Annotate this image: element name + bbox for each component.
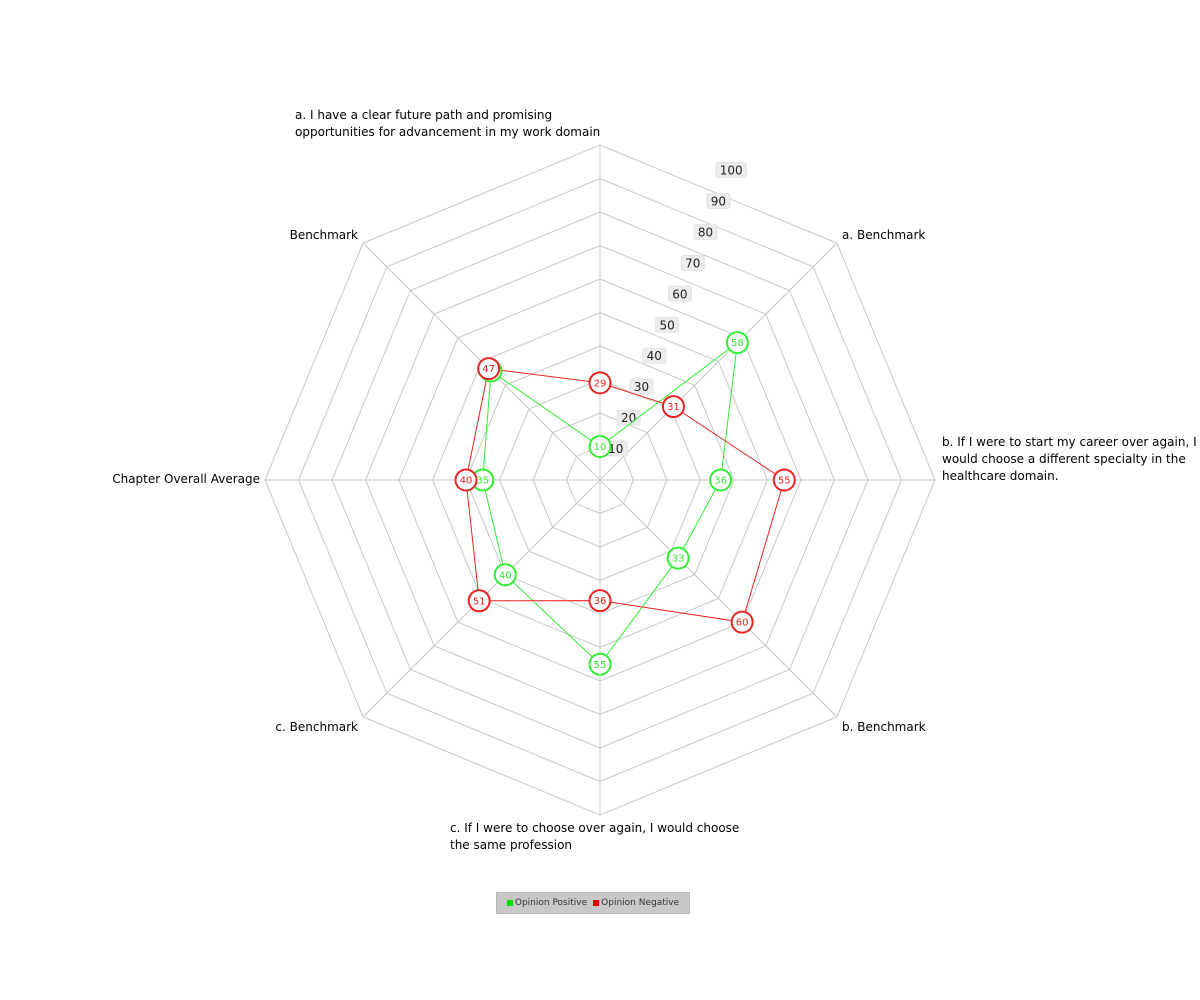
point-label-negative: 29 — [594, 378, 607, 389]
point-label-positive: 40 — [499, 570, 512, 581]
tick-bg — [629, 378, 654, 395]
point-positive — [493, 563, 517, 587]
axis-label-line: c. If I were to choose over again, I wou… — [450, 821, 739, 835]
axis-label-line: would choose a different specialty in th… — [942, 452, 1186, 466]
axis-label-line: the same profession — [450, 838, 572, 852]
tick-bg — [655, 316, 680, 333]
tick-label-50: 50 — [659, 318, 674, 332]
series-line-negative — [465, 368, 785, 623]
point-positive — [725, 331, 749, 355]
axis-label-line: b. If I were to start my career over aga… — [942, 435, 1197, 449]
tick-bg — [680, 254, 705, 271]
legend: Opinion Positive Opinion Negative — [496, 892, 690, 914]
point-label-negative: 36 — [594, 596, 607, 607]
legend-swatch-negative — [593, 900, 600, 906]
axis-label-7: Chapter Overall Average — [112, 472, 260, 486]
tick-label-10: 10 — [608, 442, 623, 456]
axis-label-line: Chapter Overall Average — [112, 472, 260, 486]
tick-bg — [693, 223, 718, 240]
tick-label-70: 70 — [685, 256, 700, 270]
axis-label-3: b. If I were to start my career over aga… — [942, 435, 1197, 483]
tick-label-40: 40 — [647, 349, 662, 363]
point-positive — [588, 435, 612, 458]
legend-item-positive: Opinion Positive — [506, 898, 588, 908]
tick-label-90: 90 — [711, 194, 726, 208]
tick-label-100: 100 — [720, 164, 743, 178]
point-negative — [730, 610, 754, 634]
point-label-positive: 58 — [731, 338, 744, 349]
legend-label-positive: Opinion Positive — [514, 898, 588, 908]
axis-label-8: Benchmark — [290, 228, 358, 242]
point-label-negative: 47 — [482, 364, 495, 375]
axis-labels: a. I have a clear future path and promis… — [112, 108, 1196, 852]
tick-bg — [667, 285, 692, 302]
legend-swatch-positive — [506, 900, 513, 906]
legend-item-negative: Opinion Negative — [593, 898, 679, 908]
axis-label-line: b. Benchmark — [842, 720, 926, 734]
point-negative — [454, 468, 478, 492]
axis-label-line: healthcare domain. — [942, 469, 1059, 483]
tick-label-60: 60 — [672, 287, 687, 301]
axis-label-line: opportunities for advancement in my work… — [295, 125, 600, 139]
point-negative — [588, 589, 612, 613]
tick-label-30: 30 — [634, 380, 649, 394]
point-label-positive: 36 — [714, 476, 727, 487]
axis-label-6: c. Benchmark — [275, 720, 358, 734]
axis-label-2: a. Benchmark — [842, 228, 925, 242]
legend-label-negative: Opinion Negative — [601, 898, 680, 908]
series-layer: 10583633554035462931556036514047 — [454, 331, 796, 676]
axis-label-1: a. I have a clear future path and promis… — [295, 108, 600, 139]
point-label-positive: 33 — [672, 554, 685, 565]
point-negative — [772, 468, 796, 492]
point-label-negative: 60 — [736, 618, 749, 629]
point-label-negative: 40 — [460, 476, 473, 487]
point-label-positive: 55 — [594, 660, 607, 671]
axis-label-line: Benchmark — [290, 228, 358, 242]
point-label-positive: 10 — [594, 442, 607, 453]
tick-bg — [706, 192, 731, 209]
point-label-positive: 35 — [476, 476, 489, 487]
radar-grid — [264, 144, 936, 816]
point-positive — [588, 652, 612, 676]
point-label-negative: 51 — [473, 596, 486, 607]
point-negative — [477, 357, 501, 381]
axis-label-line: c. Benchmark — [275, 720, 358, 734]
tick-label-80: 80 — [698, 225, 713, 239]
point-negative — [588, 371, 612, 395]
point-negative — [661, 395, 685, 419]
tick-bg — [715, 162, 747, 179]
point-negative — [467, 589, 491, 613]
axis-label-4: b. Benchmark — [842, 720, 926, 734]
grid-spoke — [599, 242, 838, 481]
point-label-negative: 55 — [778, 476, 791, 487]
tick-label-20: 20 — [621, 411, 636, 425]
grid-spoke — [599, 479, 838, 718]
axis-label-line: a. I have a clear future path and promis… — [295, 108, 552, 122]
point-positive — [666, 546, 690, 570]
point-label-negative: 31 — [667, 402, 680, 413]
axis-label-5: c. If I were to choose over again, I wou… — [450, 821, 739, 852]
tick-bg — [642, 347, 667, 364]
point-positive — [709, 468, 733, 492]
axis-label-line: a. Benchmark — [842, 228, 925, 242]
